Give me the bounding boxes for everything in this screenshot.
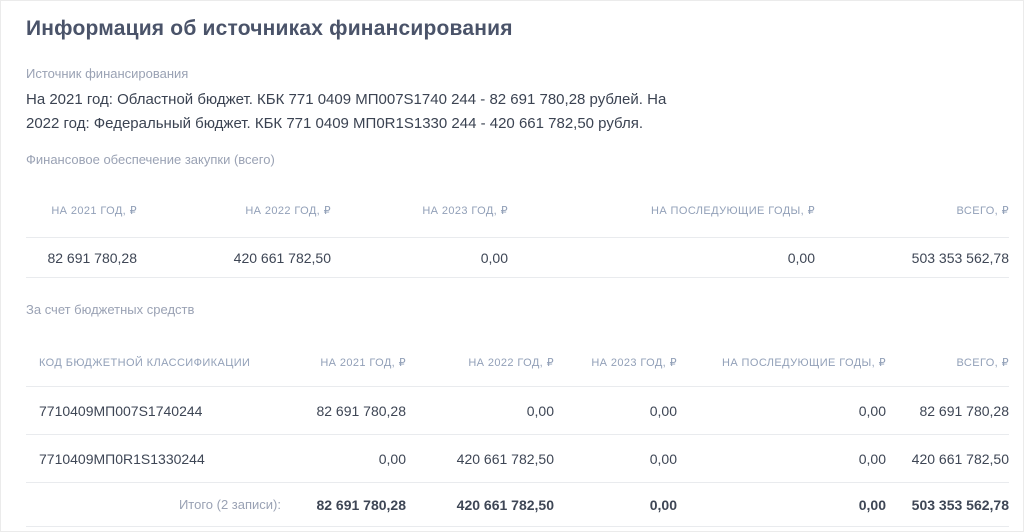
cell-subsequent-years: 0,00 — [677, 434, 886, 483]
column-header-year-2023: НА 2023 ГОД, ₽ — [554, 340, 677, 387]
cell-budget-code: 7710409МП007S1740244 — [26, 386, 281, 435]
budget-funds-table: КОД БЮДЖЕТНОЙ КЛАССИФИКАЦИИ НА 2021 ГОД,… — [26, 340, 1009, 527]
source-of-financing-label: Источник финансирования — [26, 66, 189, 81]
column-header-total: ВСЕГО, ₽ — [886, 340, 1009, 387]
cell-year-2022: 420 661 782,50 — [406, 434, 554, 483]
cell-total: 82 691 780,28 — [886, 386, 1009, 435]
cell-subsequent-years: 0,00 — [508, 237, 815, 278]
cell-year-2021: 0,00 — [281, 434, 406, 483]
cell-year-2022: 0,00 — [406, 386, 554, 435]
table-row: 7710409МП0R1S1330244 0,00 420 661 782,50… — [26, 434, 1009, 483]
total-year-2022: 420 661 782,50 — [406, 482, 554, 527]
column-header-budget-code: КОД БЮДЖЕТНОЙ КЛАССИФИКАЦИИ — [26, 340, 281, 387]
table-row: 7710409МП007S1740244 82 691 780,28 0,00 … — [26, 386, 1009, 435]
cell-year-2021: 82 691 780,28 — [26, 237, 137, 278]
table-header-row: КОД БЮДЖЕТНОЙ КЛАССИФИКАЦИИ НА 2021 ГОД,… — [26, 340, 1009, 387]
budget-funds-label: За счет бюджетных средств — [26, 302, 195, 317]
cell-total: 503 353 562,78 — [815, 237, 1009, 278]
total-year-2021: 82 691 780,28 — [281, 482, 406, 527]
page-title: Информация об источниках финансирования — [26, 17, 513, 40]
cell-year-2021: 82 691 780,28 — [281, 386, 406, 435]
column-header-year-2022: НА 2022 ГОД, ₽ — [406, 340, 554, 387]
table-header-row: НА 2021 ГОД, ₽ НА 2022 ГОД, ₽ НА 2023 ГО… — [26, 188, 1009, 238]
total-overall: 503 353 562,78 — [886, 482, 1009, 527]
cell-total: 420 661 782,50 — [886, 434, 1009, 483]
table-total-row: Итого (2 записи): 82 691 780,28 420 661 … — [26, 482, 1009, 527]
column-header-year-2021: НА 2021 ГОД, ₽ — [281, 340, 406, 387]
financing-total-label: Финансовое обеспечение закупки (всего) — [26, 152, 275, 167]
column-header-subsequent-years: НА ПОСЛЕДУЮЩИЕ ГОДЫ, ₽ — [677, 340, 886, 387]
cell-year-2023: 0,00 — [554, 434, 677, 483]
cell-year-2023: 0,00 — [331, 237, 508, 278]
cell-year-2022: 420 661 782,50 — [137, 237, 331, 278]
cell-year-2023: 0,00 — [554, 386, 677, 435]
column-header-subsequent-years: НА ПОСЛЕДУЮЩИЕ ГОДЫ, ₽ — [508, 188, 815, 238]
cell-subsequent-years: 0,00 — [677, 386, 886, 435]
table-row: 82 691 780,28 420 661 782,50 0,00 0,00 5… — [26, 237, 1009, 278]
column-header-total: ВСЕГО, ₽ — [815, 188, 1009, 238]
column-header-year-2022: НА 2022 ГОД, ₽ — [137, 188, 331, 238]
total-row-label: Итого (2 записи): — [26, 482, 281, 527]
column-header-year-2021: НА 2021 ГОД, ₽ — [26, 188, 137, 238]
column-header-year-2023: НА 2023 ГОД, ₽ — [331, 188, 508, 238]
total-year-2023: 0,00 — [554, 482, 677, 527]
total-subsequent-years: 0,00 — [677, 482, 886, 527]
source-of-financing-text: На 2021 год: Областной бюджет. КБК 771 0… — [26, 91, 667, 132]
cell-budget-code: 7710409МП0R1S1330244 — [26, 434, 281, 483]
financing-total-table: НА 2021 ГОД, ₽ НА 2022 ГОД, ₽ НА 2023 ГО… — [26, 188, 1009, 278]
